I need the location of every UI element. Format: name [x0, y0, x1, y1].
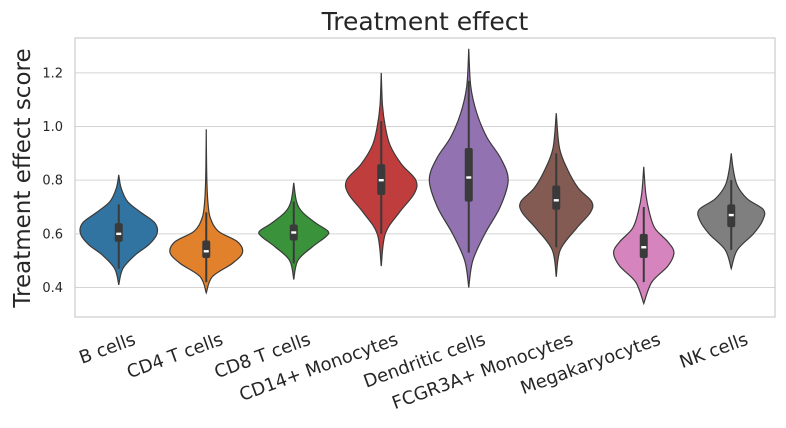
y-tick-label: 1.0: [42, 120, 63, 135]
violin-iqr-box: [464, 147, 473, 202]
violin-median: [553, 199, 559, 202]
y-tick-label: 0.8: [42, 174, 63, 189]
y-tick-label: 0.6: [42, 227, 63, 242]
y-axis-ticks: 0.4 0.6 0.8 1.0 1.2: [42, 66, 63, 296]
violin-1: [169, 129, 244, 295]
violin-median: [641, 246, 647, 249]
violin-6: [612, 166, 675, 306]
violin-median: [116, 232, 122, 236]
violin-iqr-box: [202, 240, 211, 258]
violin-median: [378, 178, 384, 182]
y-axis-label: Treatment effect score: [10, 48, 36, 308]
violin-median: [466, 176, 472, 179]
violin-iqr-box: [552, 185, 561, 210]
x-tick-label: CD4 T cells: [124, 329, 226, 383]
violin-4: [428, 48, 509, 288]
violin-5: [519, 113, 594, 277]
y-tick-label: 0.4: [42, 281, 63, 296]
violin-median: [203, 250, 209, 253]
plot-frame: [74, 37, 776, 318]
violin-7: [697, 153, 766, 271]
violin-iqr-box: [639, 233, 648, 258]
violin-iqr-box: [114, 223, 123, 242]
violin-2: [258, 182, 330, 280]
x-tick-label: NK cells: [677, 329, 751, 373]
y-tick-label: 1.2: [42, 66, 63, 81]
violin-body: [169, 129, 244, 295]
violin-3: [344, 72, 418, 267]
chart-title: Treatment effect: [321, 7, 529, 36]
violins: [79, 48, 766, 306]
violin-median: [728, 213, 734, 217]
violin-0: [79, 174, 159, 285]
violin-median: [291, 231, 297, 234]
